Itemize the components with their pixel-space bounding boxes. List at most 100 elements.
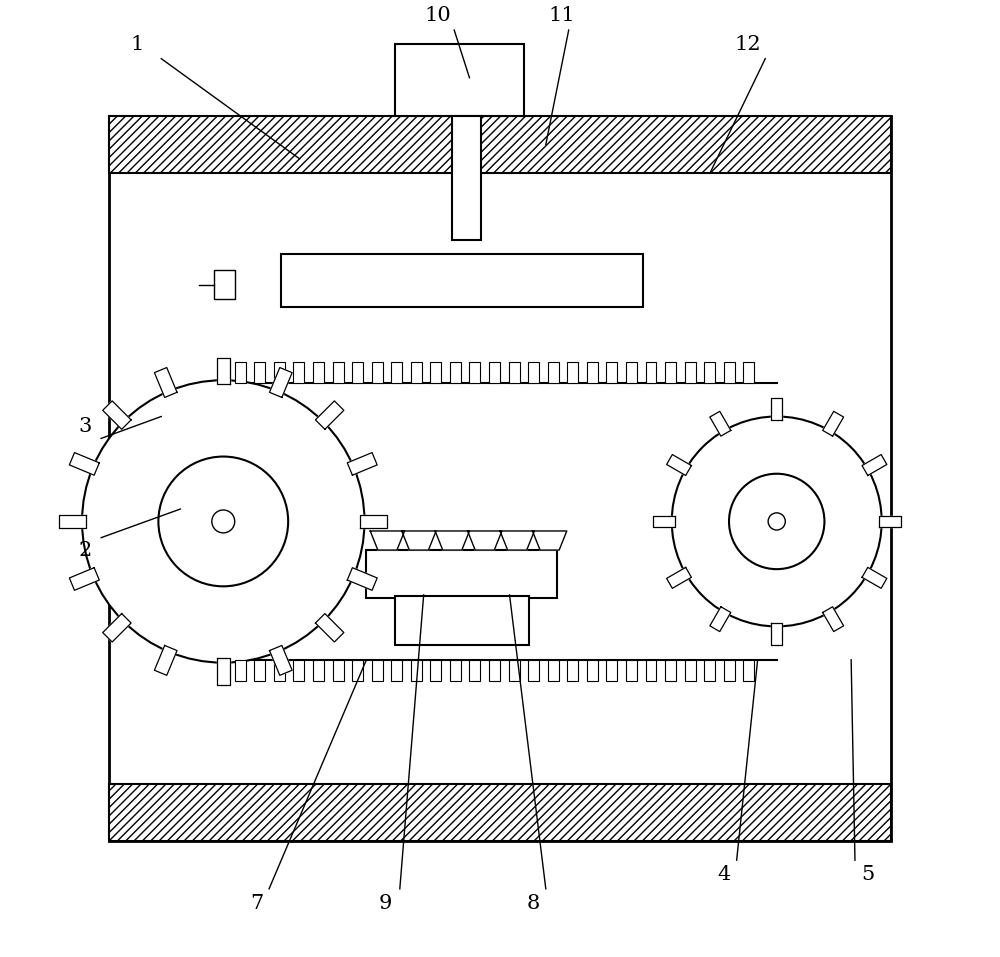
- Bar: [333, 659, 344, 680]
- Bar: [395, 44, 524, 116]
- Polygon shape: [347, 453, 377, 476]
- Polygon shape: [69, 453, 99, 476]
- Text: 9: 9: [379, 894, 392, 913]
- Bar: [567, 362, 578, 383]
- Bar: [685, 362, 696, 383]
- Polygon shape: [468, 531, 502, 550]
- Text: 11: 11: [549, 6, 575, 25]
- Bar: [235, 362, 246, 383]
- Text: 12: 12: [735, 34, 761, 54]
- Bar: [391, 362, 402, 383]
- Bar: [411, 659, 422, 680]
- Polygon shape: [710, 412, 731, 436]
- Bar: [743, 659, 754, 680]
- Bar: [587, 659, 598, 680]
- Polygon shape: [103, 613, 131, 642]
- Polygon shape: [360, 515, 387, 528]
- Bar: [528, 362, 539, 383]
- Bar: [665, 659, 676, 680]
- Bar: [646, 362, 656, 383]
- Circle shape: [158, 456, 288, 587]
- Polygon shape: [315, 613, 344, 642]
- Polygon shape: [879, 516, 901, 527]
- Polygon shape: [59, 515, 86, 528]
- Bar: [509, 659, 520, 680]
- Bar: [235, 659, 246, 680]
- Bar: [606, 362, 617, 383]
- Text: 8: 8: [527, 894, 540, 913]
- Bar: [704, 659, 715, 680]
- Text: 10: 10: [425, 6, 451, 25]
- Bar: [109, 784, 891, 841]
- Bar: [548, 362, 559, 383]
- Bar: [469, 362, 480, 383]
- Bar: [606, 659, 617, 680]
- Polygon shape: [823, 607, 844, 632]
- Circle shape: [82, 380, 365, 662]
- Bar: [587, 362, 598, 383]
- Bar: [646, 659, 656, 680]
- Circle shape: [212, 510, 235, 533]
- Bar: [391, 659, 402, 680]
- Polygon shape: [315, 401, 344, 430]
- Bar: [293, 659, 304, 680]
- Bar: [450, 659, 461, 680]
- Bar: [489, 362, 500, 383]
- Polygon shape: [667, 568, 691, 589]
- Circle shape: [768, 513, 785, 530]
- Polygon shape: [710, 607, 731, 632]
- Bar: [411, 362, 422, 383]
- Bar: [430, 659, 441, 680]
- Bar: [313, 659, 324, 680]
- Circle shape: [729, 474, 824, 569]
- Bar: [743, 362, 754, 383]
- Polygon shape: [270, 367, 292, 397]
- Bar: [274, 659, 285, 680]
- Text: 5: 5: [861, 865, 874, 884]
- Bar: [109, 116, 891, 841]
- Bar: [626, 362, 637, 383]
- Polygon shape: [823, 412, 844, 436]
- Polygon shape: [653, 516, 675, 527]
- Bar: [366, 550, 557, 598]
- Polygon shape: [862, 455, 887, 476]
- Bar: [274, 362, 285, 383]
- Bar: [704, 362, 715, 383]
- Bar: [254, 362, 265, 383]
- Bar: [395, 596, 529, 645]
- Bar: [372, 362, 383, 383]
- Bar: [333, 362, 344, 383]
- Text: 1: 1: [131, 34, 144, 54]
- Bar: [281, 255, 643, 307]
- Bar: [450, 362, 461, 383]
- Polygon shape: [69, 568, 99, 590]
- Bar: [548, 659, 559, 680]
- Polygon shape: [370, 531, 405, 550]
- Polygon shape: [347, 568, 377, 590]
- Bar: [685, 659, 696, 680]
- Polygon shape: [862, 568, 887, 589]
- Bar: [469, 659, 480, 680]
- Bar: [214, 271, 235, 300]
- Polygon shape: [532, 531, 567, 550]
- Bar: [724, 659, 735, 680]
- Bar: [352, 362, 363, 383]
- Polygon shape: [435, 531, 469, 550]
- Bar: [109, 116, 891, 173]
- Polygon shape: [771, 623, 782, 645]
- Bar: [665, 362, 676, 383]
- Circle shape: [672, 416, 882, 627]
- Text: 3: 3: [78, 416, 92, 435]
- Bar: [724, 362, 735, 383]
- Text: 7: 7: [250, 894, 263, 913]
- Polygon shape: [217, 358, 230, 385]
- Polygon shape: [154, 645, 177, 676]
- Polygon shape: [217, 658, 230, 685]
- Bar: [626, 659, 637, 680]
- Bar: [254, 659, 265, 680]
- Text: 4: 4: [718, 865, 731, 884]
- Text: 2: 2: [78, 541, 92, 560]
- Polygon shape: [103, 401, 131, 430]
- Bar: [313, 362, 324, 383]
- Polygon shape: [270, 645, 292, 676]
